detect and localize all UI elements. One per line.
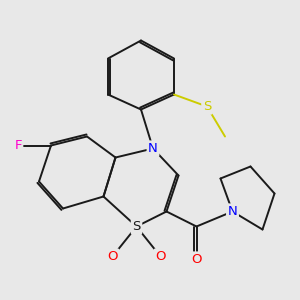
Text: S: S xyxy=(132,220,141,233)
Text: N: N xyxy=(228,205,237,218)
Text: F: F xyxy=(14,139,22,152)
Text: O: O xyxy=(155,250,166,263)
Text: N: N xyxy=(148,142,158,155)
Text: S: S xyxy=(203,100,211,113)
Text: O: O xyxy=(191,253,202,266)
Text: O: O xyxy=(107,250,118,263)
